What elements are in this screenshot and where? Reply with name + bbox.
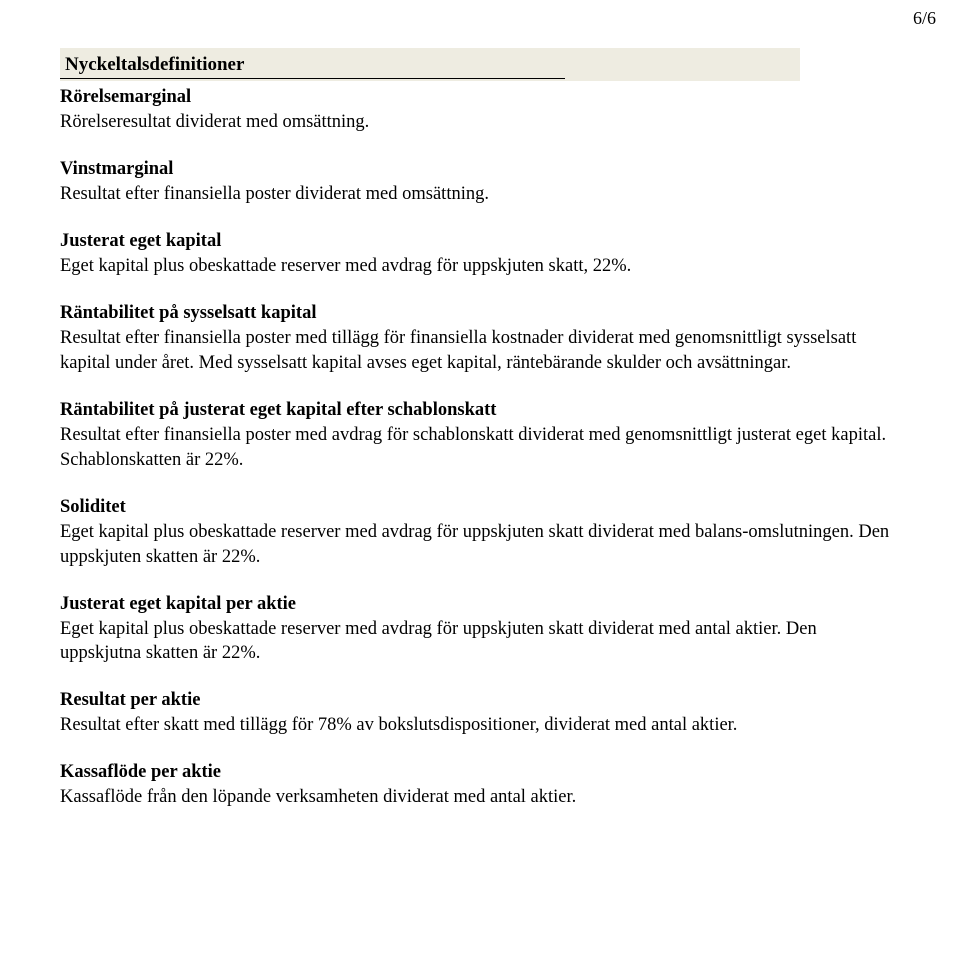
definition-section: Justerat eget kapital Eget kapital plus … (60, 229, 890, 279)
section-body: Resultat efter skatt med tillägg för 78%… (60, 713, 890, 738)
section-heading: Resultat per aktie (60, 688, 890, 713)
section-body: Resultat efter finansiella poster med ti… (60, 326, 890, 376)
section-heading: Kassaflöde per aktie (60, 760, 890, 785)
section-heading: Räntabilitet på sysselsatt kapital (60, 301, 890, 326)
document-page: 6/6 Nyckeltalsdefinitioner Rörelsemargin… (0, 0, 960, 872)
section-heading: Justerat eget kapital (60, 229, 890, 254)
title-box: Nyckeltalsdefinitioner (60, 48, 800, 81)
definition-section: Justerat eget kapital per aktie Eget kap… (60, 592, 890, 667)
definition-section: Rörelseresultat dividerat med omsättning… (60, 110, 890, 135)
document-title: Nyckeltalsdefinitioner (60, 54, 800, 76)
section-heading: Soliditet (60, 495, 890, 520)
definition-section: Räntabilitet på justerat eget kapital ef… (60, 398, 890, 473)
section-body: Kassaflöde från den löpande verksamheten… (60, 785, 890, 810)
title-underline (60, 78, 565, 79)
section-body: Resultat efter finansiella poster divide… (60, 182, 890, 207)
section-body: Rörelseresultat dividerat med omsättning… (60, 110, 890, 135)
section-body: Eget kapital plus obeskattade reserver m… (60, 520, 890, 570)
section-body: Eget kapital plus obeskattade reserver m… (60, 617, 890, 667)
section-heading: Justerat eget kapital per aktie (60, 592, 890, 617)
section-heading: Räntabilitet på justerat eget kapital ef… (60, 398, 890, 423)
definition-section: Resultat per aktie Resultat efter skatt … (60, 688, 890, 738)
section-heading: Rörelsemarginal (60, 85, 900, 110)
definition-section: Vinstmarginal Resultat efter finansiella… (60, 157, 890, 207)
section-body: Eget kapital plus obeskattade reserver m… (60, 254, 890, 279)
page-number: 6/6 (913, 8, 936, 29)
definition-section: Soliditet Eget kapital plus obeskattade … (60, 495, 890, 570)
definition-section: Räntabilitet på sysselsatt kapital Resul… (60, 301, 890, 376)
definition-section: Kassaflöde per aktie Kassaflöde från den… (60, 760, 890, 810)
section-body: Resultat efter finansiella poster med av… (60, 423, 890, 473)
section-heading: Vinstmarginal (60, 157, 890, 182)
